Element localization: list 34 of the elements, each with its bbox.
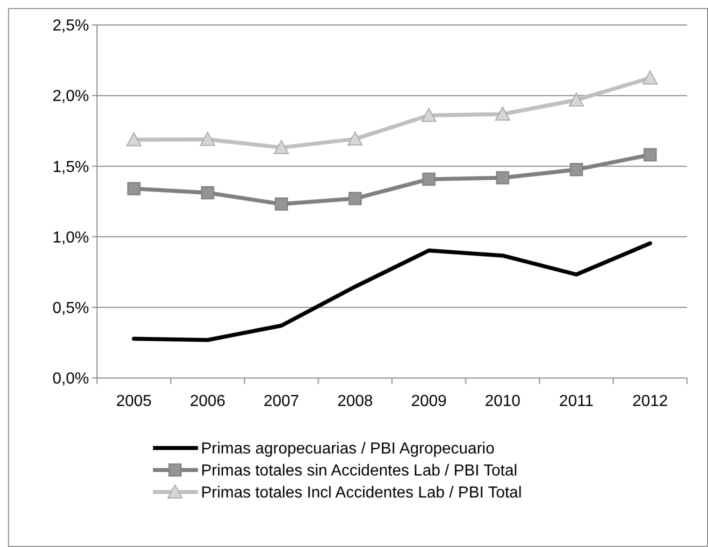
x-tick-label: 2010 xyxy=(484,393,521,410)
line-series xyxy=(132,241,652,342)
point xyxy=(348,131,363,146)
point xyxy=(421,108,436,122)
point xyxy=(495,106,510,121)
point xyxy=(348,192,362,206)
y-tick-label: 2,0% xyxy=(52,88,89,106)
point xyxy=(127,182,140,196)
legend-label: Primas totales sin Accidentes Lab / PBI Total xyxy=(201,462,518,480)
y-tick-label: 0,5% xyxy=(52,300,89,317)
point xyxy=(568,92,584,106)
x-tick-label: 2012 xyxy=(632,393,668,410)
point xyxy=(642,70,658,84)
point xyxy=(126,132,142,146)
x-tick-label: 2006 xyxy=(190,393,226,410)
point xyxy=(274,197,288,211)
legend-label: Primas agropecuarias / PBI Agropecuario xyxy=(201,440,495,458)
point xyxy=(201,186,214,200)
x-tick-label: 2007 xyxy=(264,393,300,410)
legend-label: Primas totales Incl Accidentes Lab / PBI Total xyxy=(201,484,522,502)
y-tick-label: 1,5% xyxy=(52,158,89,176)
x-tick-label: 2009 xyxy=(411,393,447,410)
point xyxy=(200,132,216,146)
y-tick-label: 1,0% xyxy=(52,229,89,246)
point xyxy=(570,162,583,176)
x-tick-label: 2008 xyxy=(337,393,374,410)
y-tick-label: 0,0% xyxy=(52,370,89,388)
point xyxy=(496,171,510,184)
x-tick-label: 2011 xyxy=(559,393,594,410)
x-tick-label: 2005 xyxy=(116,393,152,410)
y-tick-label: 2,5% xyxy=(52,18,89,35)
point xyxy=(274,140,289,154)
point xyxy=(644,148,657,162)
point xyxy=(422,172,436,186)
